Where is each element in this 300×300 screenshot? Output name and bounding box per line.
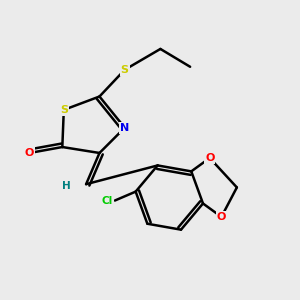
Text: S: S: [60, 105, 68, 115]
Text: H: H: [62, 181, 71, 191]
Text: O: O: [217, 212, 226, 222]
Text: Cl: Cl: [102, 196, 113, 206]
Text: S: S: [121, 65, 129, 75]
Text: O: O: [25, 148, 34, 158]
Text: N: N: [120, 123, 129, 133]
Text: O: O: [205, 153, 214, 163]
